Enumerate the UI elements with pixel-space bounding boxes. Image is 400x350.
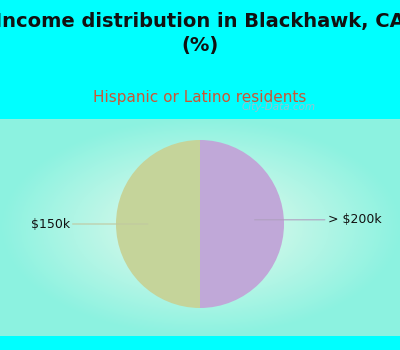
Text: Hispanic or Latino residents: Hispanic or Latino residents	[93, 90, 307, 105]
Text: Income distribution in Blackhawk, CA
(%): Income distribution in Blackhawk, CA (%)	[0, 12, 400, 55]
Text: $150k: $150k	[31, 217, 148, 231]
Text: City-Data.com: City-Data.com	[241, 102, 316, 112]
Text: > $200k: > $200k	[254, 213, 381, 226]
Wedge shape	[200, 140, 284, 308]
Wedge shape	[116, 140, 200, 308]
